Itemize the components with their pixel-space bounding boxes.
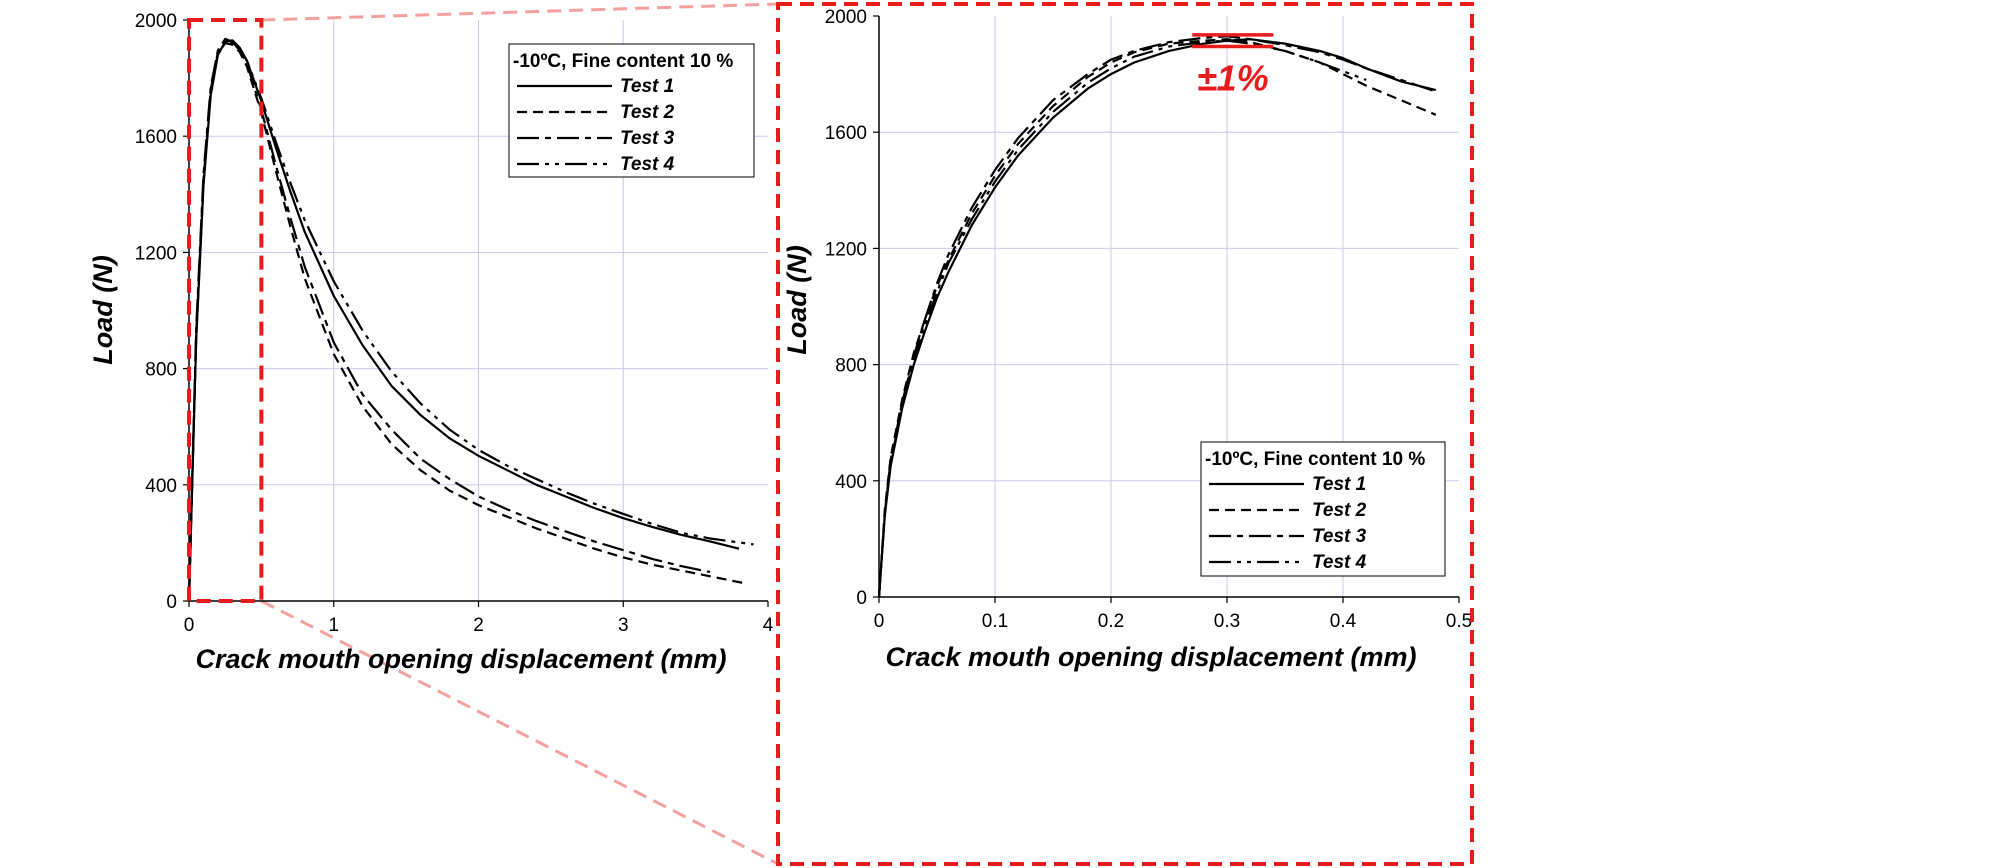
legend-label-test-3: Test 3	[620, 128, 675, 149]
chart-right: 0 0.1 0.2 0.3 0.4 0.5 0 400 800 1200 1600 2000 Crack…	[782, 7, 1472, 672]
y-axis-title: Load (N)	[88, 255, 118, 364]
series-line-test-4	[187, 42, 754, 602]
x-tick-label: 0.4	[1330, 611, 1357, 632]
legend-label-test-1: Test 1	[620, 76, 674, 97]
x-axis-title: Crack mouth opening displacement (mm)	[885, 642, 1416, 672]
y-tick-label: 400	[145, 476, 177, 497]
y-tick-label: 0	[166, 592, 177, 613]
y-tick-label: 800	[145, 360, 177, 381]
y-tick-label: 1200	[135, 243, 177, 264]
series-line-test-1	[877, 38, 1437, 598]
series-line-test-3	[187, 37, 711, 602]
series-line-test-2	[187, 42, 747, 602]
y-axis-title: Load (N)	[782, 245, 812, 354]
y-tick-label: 1200	[825, 239, 867, 260]
y-tick-label: 2000	[135, 11, 177, 32]
connector-bottom	[260, 599, 779, 866]
connector-top	[261, 2, 779, 22]
y-tick-label: 1600	[135, 127, 177, 148]
y-tick-label: 2000	[825, 7, 867, 28]
legend-label-test-4: Test 4	[620, 154, 675, 175]
x-tick-label: 2	[473, 615, 484, 636]
y-tick-label: 800	[835, 356, 867, 377]
x-axis-title: Crack mouth opening displacement (mm)	[195, 644, 726, 674]
zoom-connectors	[260, 2, 779, 866]
y-tick-label: 400	[835, 472, 867, 493]
legend-label-test-4: Test 4	[1312, 552, 1367, 573]
legend-label-test-2: Test 2	[1312, 500, 1367, 521]
x-tick-label: 0.3	[1214, 611, 1240, 632]
zoom-frame	[776, 2, 1474, 866]
legend-label-test-1: Test 1	[1312, 474, 1366, 495]
legend-box	[508, 43, 755, 178]
y-tick-label: 1600	[825, 123, 867, 144]
x-tick-label: 1	[328, 615, 339, 636]
legend-title: -10ºC, Fine content 10 %	[1205, 449, 1425, 470]
legend-label-test-3: Test 3	[1312, 526, 1367, 547]
series-line-test-1	[187, 39, 740, 602]
chart-left: 0 1 2 3 4 0 400 800 1200 1600 2000 Crack mouth open…	[88, 11, 774, 674]
legend-label-test-2: Test 2	[620, 102, 675, 123]
legend-title: -10ºC, Fine content 10 %	[513, 51, 733, 72]
x-tick-label: 3	[618, 615, 629, 636]
x-tick-label: 0	[184, 615, 195, 636]
x-tick-label: 0	[874, 611, 885, 632]
x-tick-label: 4	[763, 615, 774, 636]
y-tick-label: 0	[856, 588, 867, 609]
x-tick-label: 0.2	[1098, 611, 1124, 632]
band-label: ±1%	[1197, 58, 1269, 99]
zoom-region-box	[187, 18, 264, 603]
x-tick-label: 0.1	[982, 611, 1008, 632]
x-tick-label: 0.5	[1446, 611, 1472, 632]
